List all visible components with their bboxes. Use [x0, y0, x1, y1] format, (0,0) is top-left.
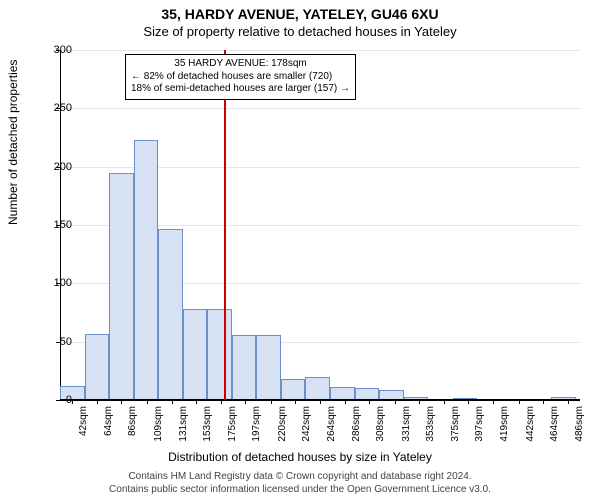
x-tick-label: 153sqm [202, 406, 213, 450]
x-tick-label: 464sqm [549, 406, 560, 450]
x-tick-label: 331sqm [401, 406, 412, 450]
x-tick-mark [72, 400, 73, 404]
histogram-bar [281, 379, 306, 400]
y-tick-label: 0 [32, 394, 72, 406]
plot: 35 HARDY AVENUE: 178sqm← 82% of detached… [60, 50, 580, 400]
x-tick-mark [468, 400, 469, 404]
histogram-bar [305, 377, 330, 400]
reference-line [224, 50, 226, 400]
x-tick-label: 353sqm [425, 406, 436, 450]
x-tick-label: 175sqm [227, 406, 238, 450]
x-tick-label: 220sqm [277, 406, 288, 450]
x-tick-mark [419, 400, 420, 404]
x-tick-label: 64sqm [103, 406, 114, 450]
footer-line-2: Contains public sector information licen… [0, 483, 600, 496]
y-tick-label: 300 [32, 44, 72, 56]
y-tick-label: 50 [32, 336, 72, 348]
x-tick-mark [245, 400, 246, 404]
x-tick-mark [320, 400, 321, 404]
histogram-bar [256, 335, 281, 400]
histogram-bar [158, 229, 183, 401]
x-tick-label: 109sqm [153, 406, 164, 450]
histogram-bar [232, 335, 257, 400]
x-tick-mark [568, 400, 569, 404]
x-tick-label: 397sqm [474, 406, 485, 450]
x-tick-mark [271, 400, 272, 404]
x-axis-label: Distribution of detached houses by size … [0, 450, 600, 464]
title-main: 35, HARDY AVENUE, YATELEY, GU46 6XU [0, 0, 600, 22]
x-tick-mark [221, 400, 222, 404]
histogram-bar [109, 173, 134, 401]
footer: Contains HM Land Registry data © Crown c… [0, 470, 600, 496]
x-tick-label: 442sqm [525, 406, 536, 450]
histogram-bar [183, 309, 208, 400]
x-tick-label: 42sqm [78, 406, 89, 450]
x-tick-mark [345, 400, 346, 404]
chart-area: 35 HARDY AVENUE: 178sqm← 82% of detached… [60, 50, 580, 400]
y-tick-label: 200 [32, 161, 72, 173]
y-tick-label: 250 [32, 102, 72, 114]
x-tick-mark [444, 400, 445, 404]
y-tick-label: 150 [32, 219, 72, 231]
x-tick-mark [172, 400, 173, 404]
histogram-bar [207, 309, 232, 400]
x-tick-mark [147, 400, 148, 404]
figure: 35, HARDY AVENUE, YATELEY, GU46 6XU Size… [0, 0, 600, 500]
histogram-bar [134, 140, 159, 400]
y-axis-label: Number of detached properties [6, 60, 20, 225]
x-tick-label: 86sqm [127, 406, 138, 450]
x-tick-mark [493, 400, 494, 404]
x-tick-label: 242sqm [301, 406, 312, 450]
x-tick-mark [395, 400, 396, 404]
gridline [60, 50, 580, 51]
gridline [60, 108, 580, 109]
x-tick-label: 197sqm [251, 406, 262, 450]
x-tick-mark [121, 400, 122, 404]
x-tick-label: 486sqm [574, 406, 585, 450]
x-tick-label: 286sqm [351, 406, 362, 450]
title-sub: Size of property relative to detached ho… [0, 22, 600, 39]
x-tick-label: 264sqm [326, 406, 337, 450]
annotation-line: 35 HARDY AVENUE: 178sqm [131, 58, 350, 71]
x-tick-mark [519, 400, 520, 404]
x-tick-label: 308sqm [375, 406, 386, 450]
x-tick-mark [543, 400, 544, 404]
x-tick-label: 375sqm [450, 406, 461, 450]
y-tick-label: 100 [32, 277, 72, 289]
annotation-box: 35 HARDY AVENUE: 178sqm← 82% of detached… [125, 54, 356, 100]
histogram-bar [85, 334, 110, 401]
annotation-line: 18% of semi-detached houses are larger (… [131, 83, 350, 96]
footer-line-1: Contains HM Land Registry data © Crown c… [0, 470, 600, 483]
x-tick-mark [295, 400, 296, 404]
x-tick-mark [97, 400, 98, 404]
annotation-line: ← 82% of detached houses are smaller (72… [131, 71, 350, 84]
x-tick-label: 419sqm [499, 406, 510, 450]
x-tick-label: 131sqm [178, 406, 189, 450]
x-tick-mark [369, 400, 370, 404]
x-tick-mark [196, 400, 197, 404]
